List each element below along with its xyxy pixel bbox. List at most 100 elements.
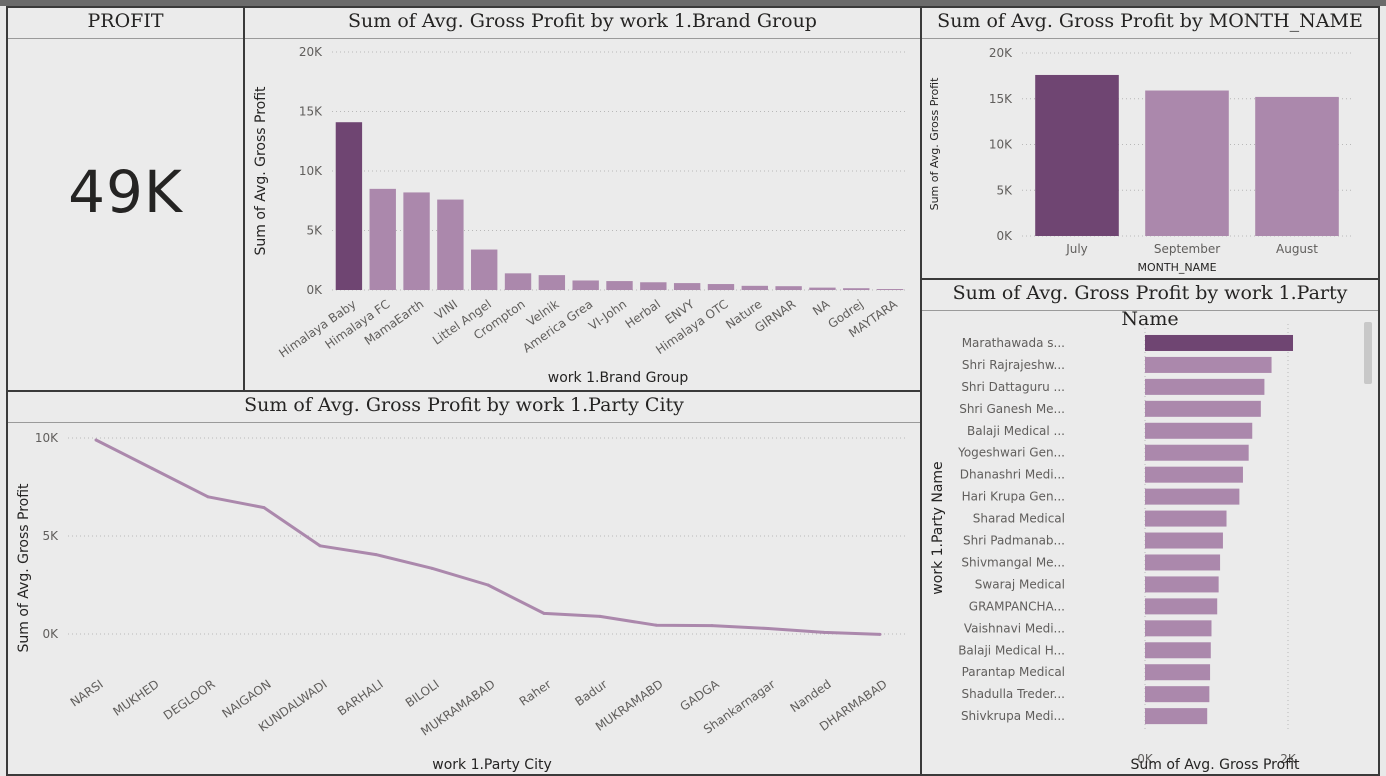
bar: [707, 284, 735, 290]
city-chart-title: Sum of Avg. Gross Profit by work 1.Party…: [8, 392, 920, 423]
x-tick-label: NAIGAON: [219, 677, 273, 721]
bar: [640, 282, 667, 290]
party-chart[interactable]: 0K 2K Marathawada s... Shri Rajrajeshw... Sh…: [922, 280, 1378, 774]
bar: [1145, 686, 1210, 703]
y-tick-label: Swaraj Medical: [975, 577, 1065, 591]
y-axis-title: Sum of Avg. Gross Profit: [928, 77, 941, 211]
bar: [471, 249, 498, 290]
month-chart-title: Sum of Avg. Gross Profit by MONTH_NAME: [922, 8, 1378, 39]
y-axis-title: Sum of Avg. Gross Profit: [16, 483, 32, 653]
bar: [1035, 74, 1119, 237]
y-tick-label: 10K: [989, 138, 1013, 152]
x-tick-label: VI-John: [586, 297, 629, 333]
y-axis-title: Sum of Avg. Gross Profit: [253, 86, 269, 256]
city-chart-panel[interactable]: Sum of Avg. Gross Profit by work 1.Party…: [6, 390, 922, 776]
bar: [403, 192, 430, 290]
x-axis-title: MONTH_NAME: [1137, 261, 1216, 274]
x-tick-label: GADGA: [677, 677, 722, 714]
y-tick-label: 15K: [299, 105, 323, 119]
y-tick-label: Shri Ganesh Me...: [959, 402, 1065, 416]
y-tick-label: 5K: [306, 224, 323, 238]
bar: [1145, 510, 1227, 527]
x-tick-label: 0K: [1137, 752, 1154, 766]
bar: [504, 273, 532, 290]
brand-chart-panel[interactable]: Sum of Avg. Gross Profit by work 1.Brand…: [243, 6, 922, 392]
y-tick-label: Shri Rajrajeshw...: [962, 358, 1065, 372]
bar: [1145, 708, 1208, 725]
x-axis-title: Sum of Avg. Gross Profit: [1130, 757, 1300, 773]
bar: [1145, 356, 1272, 373]
bar: [369, 188, 396, 290]
bar: [1145, 90, 1229, 236]
bar: [1145, 400, 1261, 417]
y-tick-label: Marathawada s...: [962, 336, 1065, 350]
x-tick-label: September: [1154, 242, 1220, 256]
bar: [1145, 466, 1243, 483]
y-tick-label: 0K: [306, 283, 323, 297]
y-tick-label: 5K: [996, 183, 1013, 197]
top-frame: [0, 0, 1386, 6]
x-tick-label: MUKHED: [110, 677, 161, 719]
y-tick-label: 10K: [299, 164, 323, 178]
bar: [673, 283, 701, 290]
y-tick-label: Dhanashri Medi...: [960, 468, 1065, 482]
bar: [1145, 334, 1294, 351]
y-tick-label: Balaji Medical ...: [967, 424, 1065, 438]
x-tick-label: Raher: [517, 677, 554, 709]
y-tick-label: Vaishnavi Medi...: [964, 621, 1065, 635]
y-tick-label: 10K: [35, 431, 59, 445]
y-tick-label: 5K: [42, 529, 59, 543]
y-tick-label: 15K: [989, 92, 1013, 106]
party-chart-panel[interactable]: Sum of Avg. Gross Profit by work 1.Party…: [920, 278, 1380, 776]
bar: [1145, 576, 1219, 593]
x-tick-label: BILOLI: [403, 677, 442, 710]
x-tick-label: BARHALI: [335, 677, 386, 718]
x-axis-title: work 1.Brand Group: [548, 370, 689, 386]
y-tick-label: 0K: [42, 627, 59, 641]
profit-card-title: PROFIT: [8, 8, 243, 39]
y-tick-label: 20K: [299, 45, 323, 59]
y-tick-label: Shadulla Treder...: [961, 687, 1065, 701]
y-tick-label: Hari Krupa Gen...: [962, 490, 1065, 504]
bar: [1145, 444, 1249, 461]
party-chart-title: Sum of Avg. Gross Profit by work 1.Party…: [922, 280, 1378, 330]
y-tick-label: Shivmangal Me...: [961, 555, 1065, 569]
y-tick-label: Yogeshwari Gen...: [957, 446, 1065, 460]
bar: [1145, 378, 1265, 395]
bar: [1145, 664, 1211, 681]
bar: [437, 199, 464, 290]
y-tick-label: 20K: [989, 46, 1013, 60]
x-tick-label: July: [1065, 242, 1088, 256]
month-chart[interactable]: 0K 5K 10K 15K 20K July September August MONTH_NA…: [922, 8, 1378, 278]
series-line: [95, 438, 881, 636]
x-tick-label: Nanded: [788, 677, 834, 715]
y-tick-label: GRAMPANCHA...: [969, 599, 1065, 613]
y-tick-label: Parantap Medical: [962, 665, 1065, 679]
profit-card[interactable]: PROFIT 49K: [6, 6, 245, 392]
bar: [1145, 488, 1240, 505]
bar: [606, 281, 633, 290]
bar: [1145, 598, 1218, 615]
x-tick-label: NA: [810, 297, 833, 319]
bar: [1145, 422, 1253, 439]
brand-chart-title: Sum of Avg. Gross Profit by work 1.Brand…: [245, 8, 920, 39]
bar: [876, 289, 904, 290]
party-chart-scrollbar[interactable]: [1364, 322, 1372, 384]
x-tick-label: August: [1276, 242, 1318, 256]
bar: [1145, 620, 1212, 637]
bar: [1145, 642, 1211, 659]
bar: [809, 287, 836, 290]
bar: [741, 285, 768, 290]
y-tick-label: Shivkrupa Medi...: [961, 709, 1065, 723]
x-axis-title: work 1.Party City: [432, 757, 552, 773]
bar: [1145, 532, 1223, 549]
y-tick-label: Balaji Medical H...: [958, 643, 1065, 657]
y-tick-label: Shri Dattaguru ...: [961, 380, 1065, 394]
month-chart-panel[interactable]: Sum of Avg. Gross Profit by MONTH_NAME 0…: [920, 6, 1380, 280]
x-tick-label: DEGLOOR: [161, 677, 218, 723]
bar: [538, 275, 566, 290]
x-tick-label: NARSI: [68, 677, 106, 710]
bar: [572, 280, 599, 290]
